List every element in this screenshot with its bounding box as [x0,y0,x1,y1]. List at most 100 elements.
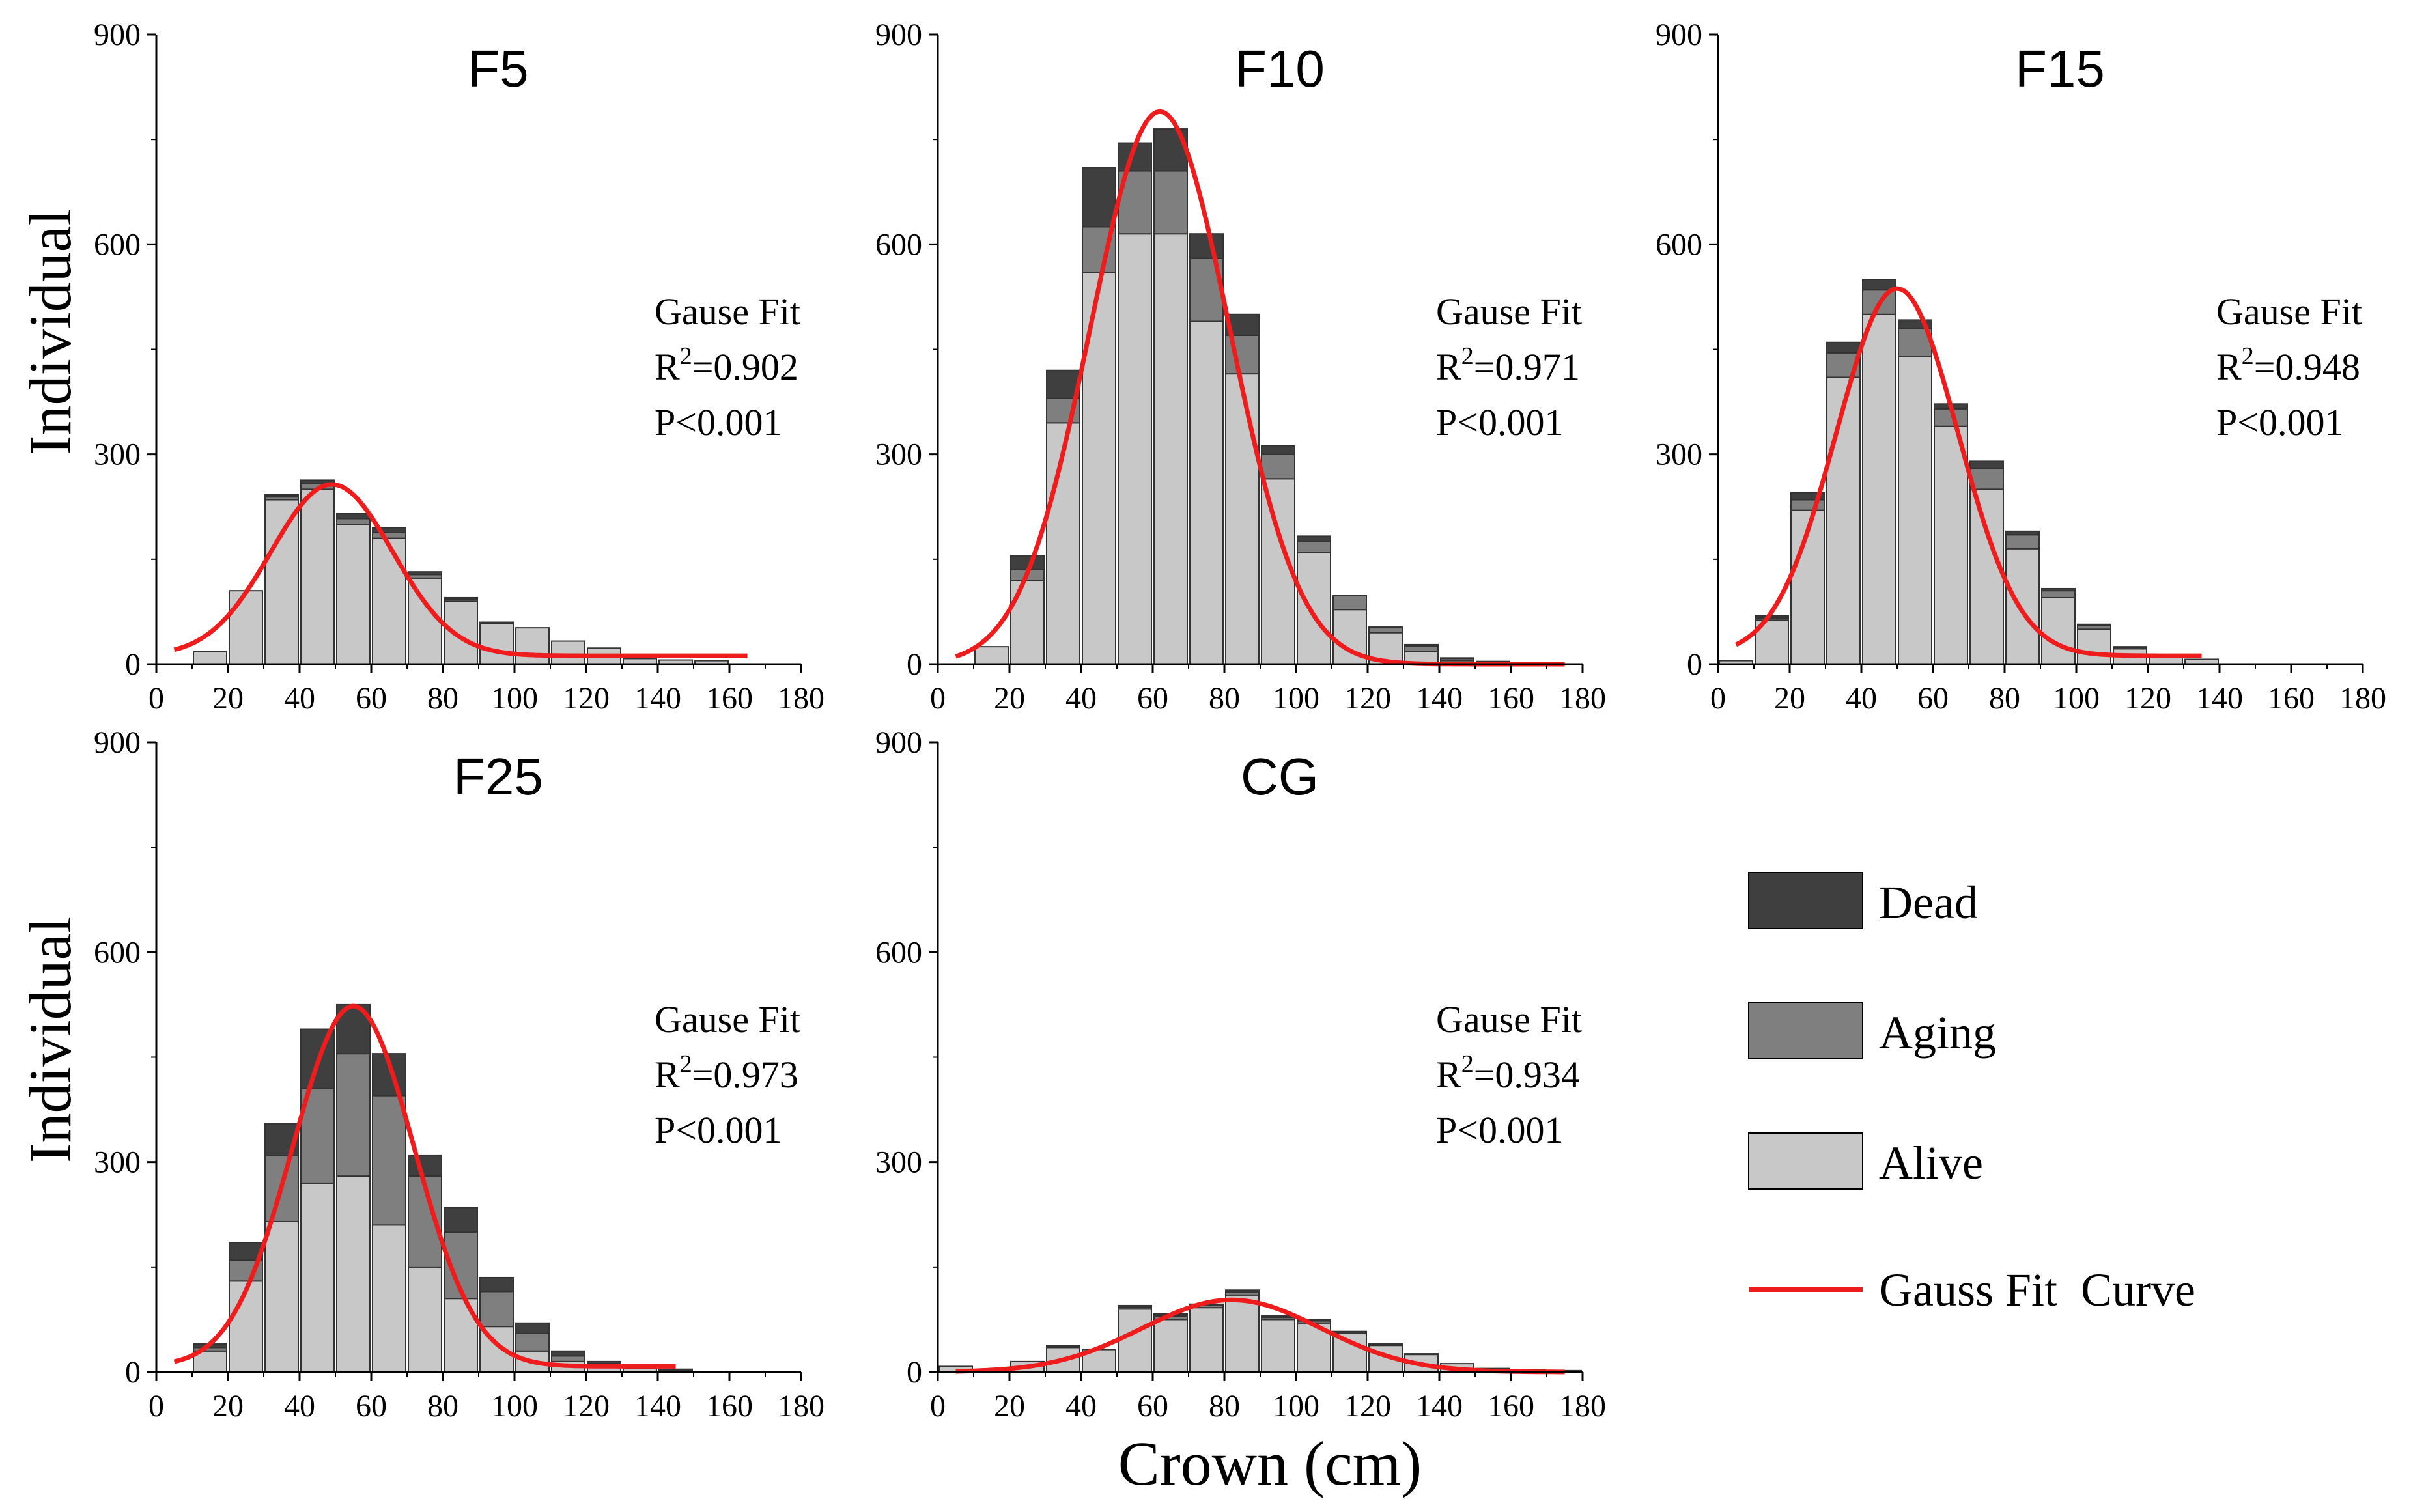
x-tick-label: 0 [148,1389,164,1423]
x-tick-label: 100 [491,1389,538,1423]
bar-dead-90 [1261,1315,1295,1319]
bar-dead-90 [2041,587,2076,592]
legend: Dead Aging Alive Gauss Fit Curve [1748,872,2195,1316]
panel-title: CG [1241,748,1319,805]
r-squared-superscript: 2 [680,1050,692,1078]
bar-aging-120 [1368,626,1403,634]
x-tick-label: 180 [778,681,825,716]
bar-dead-130 [1404,643,1439,647]
legend-alive-label: Alive [1879,1137,1983,1189]
r-squared-prefix: R [655,1054,680,1096]
bar-aging-80 [2005,534,2040,550]
x-tick-label: 20 [1774,681,1805,716]
x-tick-label: 40 [1065,681,1097,716]
bar-dead-30 [264,494,299,498]
y-tick-label: 300 [94,438,141,472]
y-axis-label-top: Individual [17,209,83,455]
p-value-label: P<0.001 [1436,1109,1563,1151]
gauss-fit-curve-cg [955,1297,1565,1375]
chart-panel-cg: 0 300 600 900 0 20 40 60 80 100 120 140 160 180 CG Gaus… [875,725,1606,1423]
y-tick-label: 300 [94,1145,141,1180]
x-tick-label: 120 [563,681,610,716]
r-squared-prefix: R [1436,1054,1461,1096]
bar-alive-70 [408,577,442,665]
bar-dead-20 [1790,492,1825,501]
bar-alive-10 [974,646,1009,665]
bar-dead-90 [479,1276,514,1293]
x-tick-label: 60 [1917,681,1949,716]
bar-dead-40 [1862,279,1896,291]
y-tick-label: 300 [1656,438,1702,472]
bar-alive-40 [300,488,335,665]
p-value-label: P<0.001 [655,401,782,443]
x-tick-label: 40 [1846,681,1877,716]
x-tick-label: 140 [1416,1389,1463,1423]
gauss-fit-curve-f25 [173,1003,676,1369]
panel-title: F5 [468,40,528,98]
bar-aging-90 [479,1291,514,1328]
bar-aging-70 [1189,257,1224,322]
y-tick-label: 0 [125,647,141,682]
bar-dead-70 [1969,460,2004,469]
x-tick-label: 0 [930,1389,946,1423]
bar-alive-70 [1189,320,1224,665]
bar-dead-70 [1189,233,1224,259]
legend-aging-label: Aging [1879,1007,1996,1059]
fit-label: Gause Fit [1436,998,1582,1041]
y-tick-label: 600 [875,935,922,970]
bar-alive-90 [479,623,514,665]
bar-aging-60 [1153,170,1188,235]
chart-panel-f15: 0 300 600 900 0 20 40 60 80 100 120 140 160 180 F15 Gau… [1656,18,2386,716]
y-tick-label: 300 [875,438,922,472]
bar-dead-100 [2077,623,2111,626]
legend-aging-swatch [1748,1002,1863,1059]
x-tick-label: 120 [1344,1389,1391,1423]
x-tick-label: 180 [2339,681,2386,716]
r-squared-value: =0.902 [692,346,798,388]
x-tick-label: 60 [1137,681,1168,716]
bar-dead-10 [1755,615,1789,619]
bar-alive-50 [1118,1308,1152,1373]
chart-panel-f10: 0 300 600 900 0 20 40 60 80 100 120 140 160 180 F10 Gau… [875,18,1606,716]
bar-alive-90 [1261,1319,1295,1373]
bar-alive-40 [1862,313,1896,665]
x-tick-label: 140 [634,681,681,716]
r-squared-value: =0.971 [1474,346,1580,388]
y-tick-label: 0 [125,1355,141,1390]
bar-aging-130 [1404,645,1439,652]
legend-fit-label: Gauss Fit Curve [1879,1264,2195,1316]
bar-alive-20 [229,1280,263,1373]
legend-dead-label: Dead [1879,876,1978,929]
bar-alive-70 [1189,1307,1224,1373]
panel-title: F10 [1235,40,1325,98]
p-value-label: P<0.001 [1436,401,1563,443]
bar-alive-100 [515,627,550,665]
x-tick-label: 20 [212,681,244,716]
fit-label: Gause Fit [655,998,800,1041]
y-tick-label: 0 [907,1355,922,1390]
p-value-label: P<0.001 [2216,401,2343,443]
bar-alive-20 [1010,580,1045,665]
bar-alive-20 [229,590,263,665]
x-tick-label: 160 [2268,681,2315,716]
y-tick-label: 900 [875,18,922,52]
y-tick-label: 900 [94,18,141,52]
x-tick-label: 80 [1989,681,2020,716]
bar-alive-110 [1332,1332,1367,1373]
fit-label: Gause Fit [1436,290,1582,333]
bar-alive-60 [1153,1319,1188,1373]
x-tick-label: 40 [284,681,315,716]
bar-alive-60 [372,1224,406,1373]
x-tick-label: 80 [1209,681,1240,716]
r-squared-prefix: R [655,346,680,388]
y-axis-label-bottom: Individual [17,917,83,1163]
bar-alive-40 [300,1182,335,1373]
x-tick-label: 80 [1209,1389,1240,1423]
bar-dead-50 [1118,1304,1152,1308]
r-squared-superscript: 2 [680,343,692,370]
bar-dead-40 [300,479,335,484]
chart-panel-f25: 0 300 600 900 0 20 40 60 80 100 120 140 160 180 F25 Gau… [94,725,825,1423]
bar-aging-100 [1297,540,1331,553]
gauss-fit-curve-f15 [1734,286,2202,658]
